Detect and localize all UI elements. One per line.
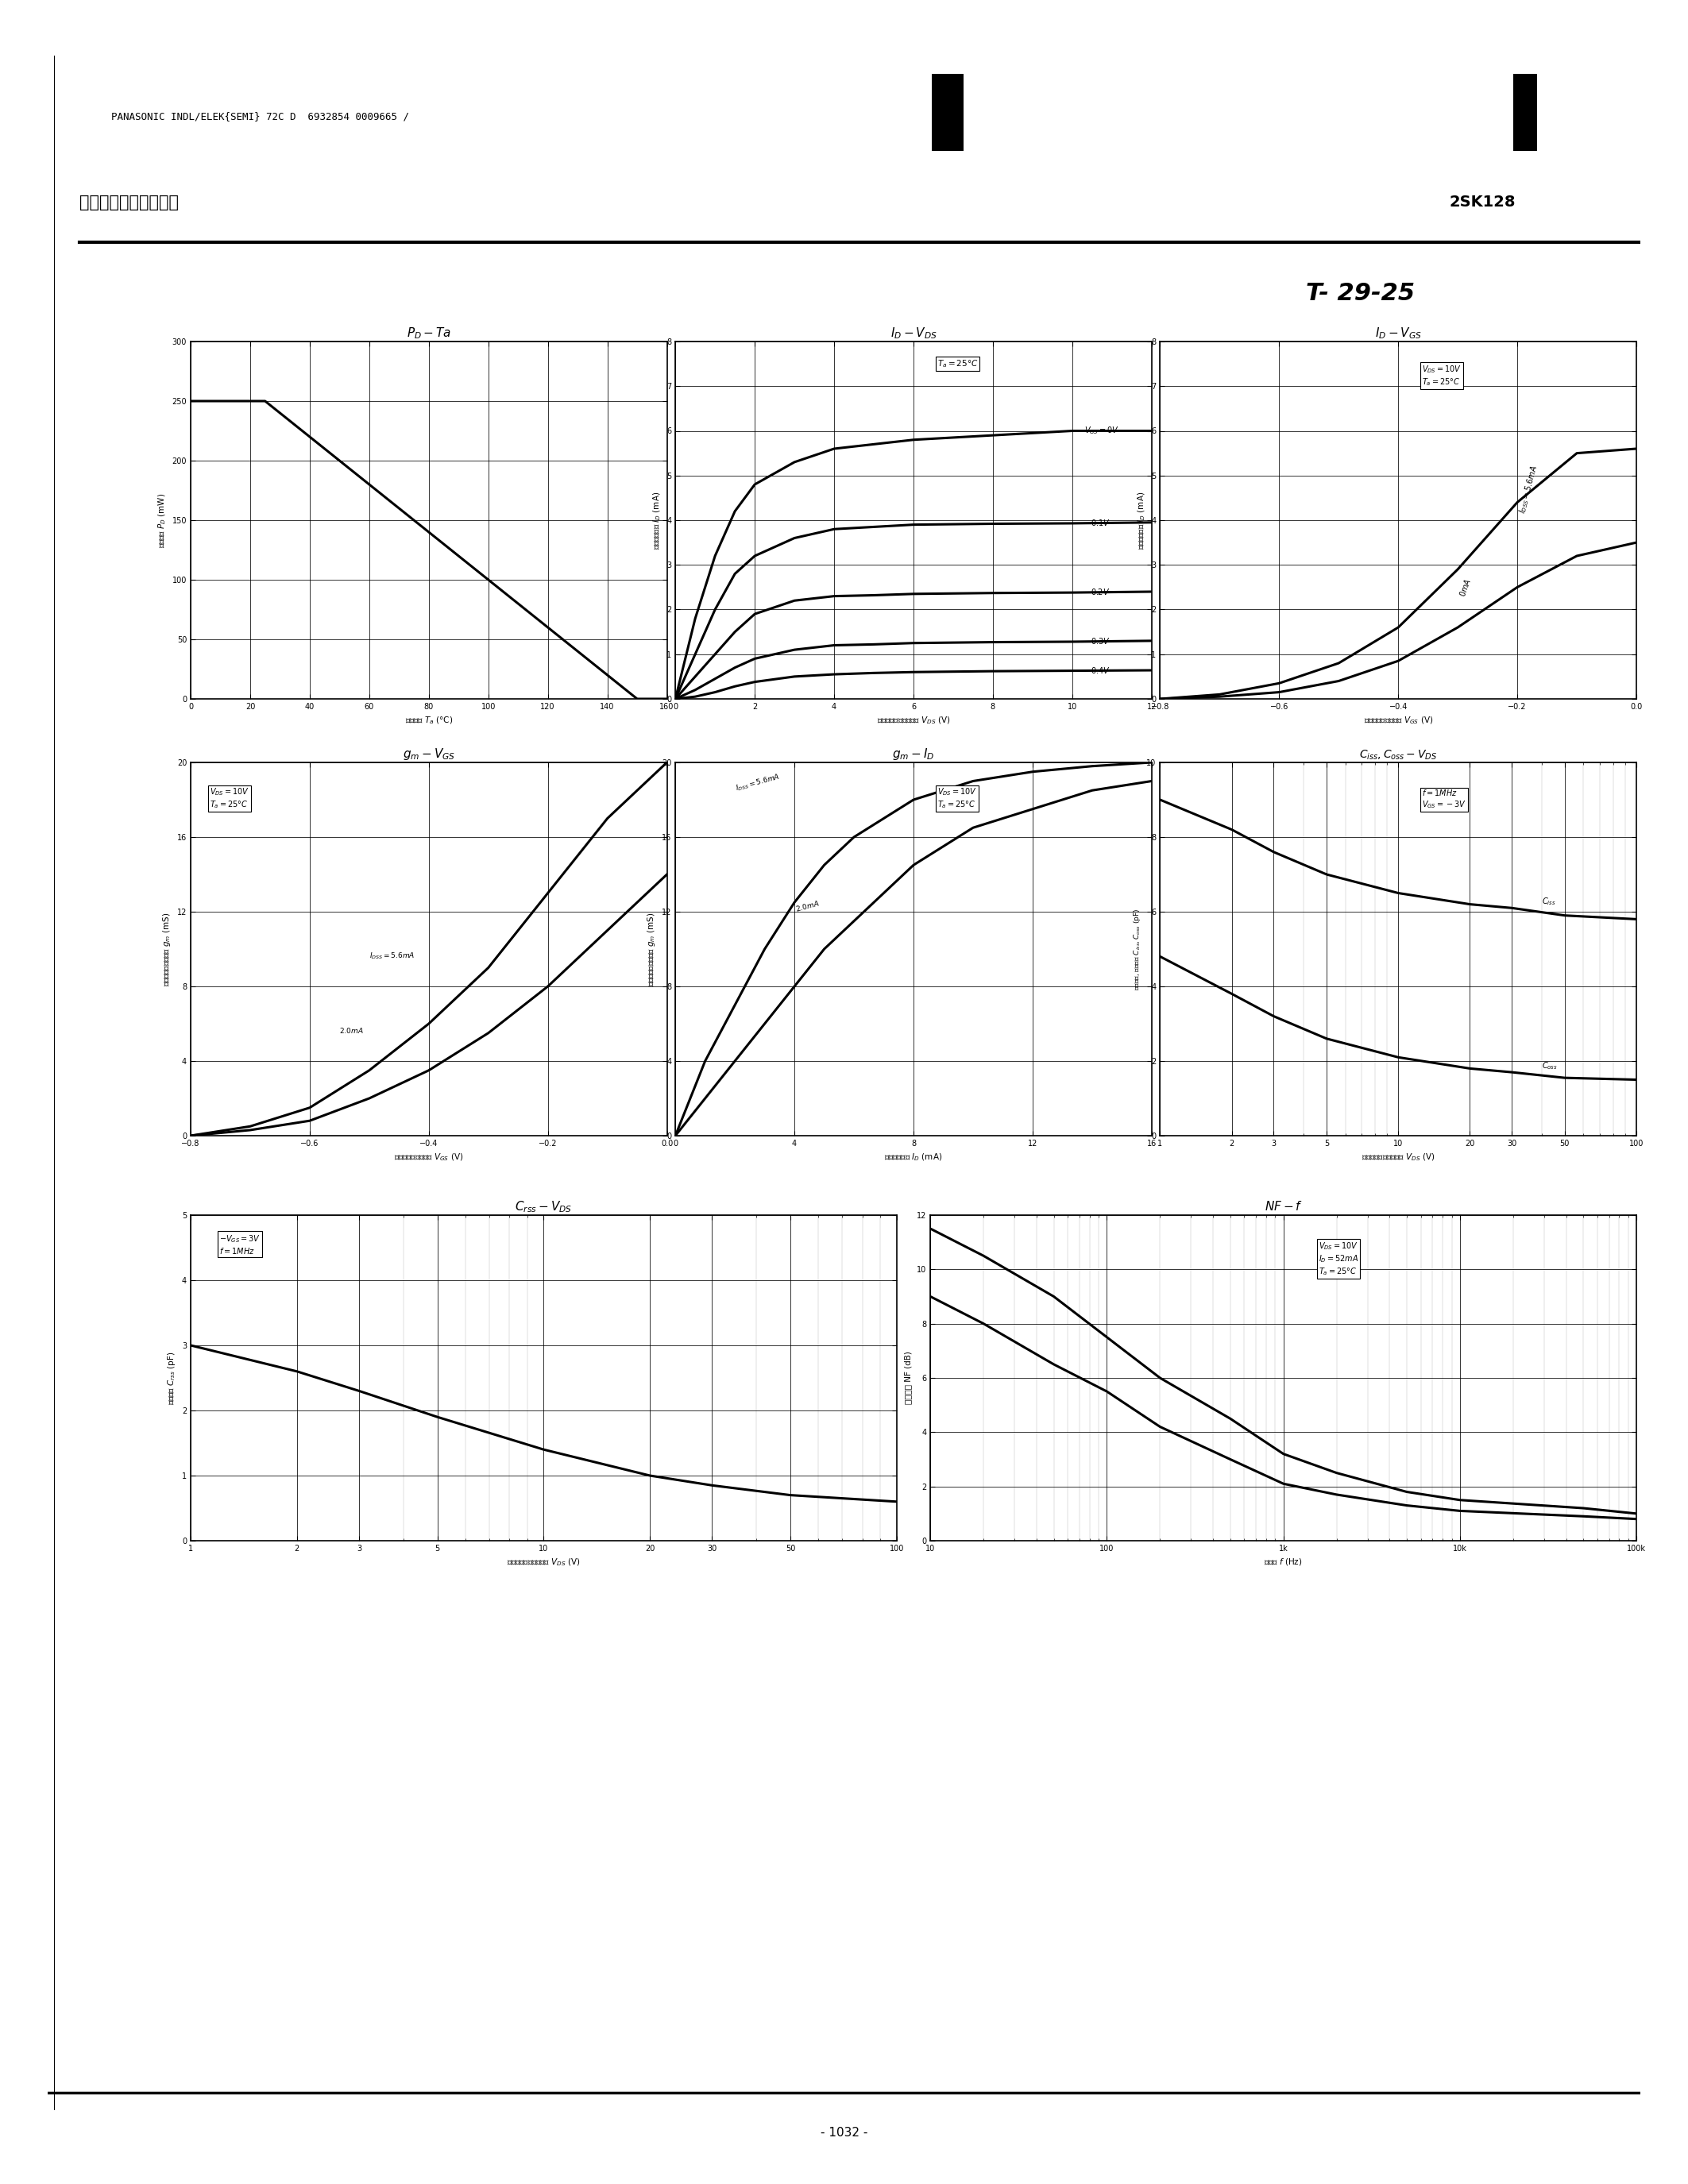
Y-axis label: 相互コンダクタンス $g_m$ (mS): 相互コンダクタンス $g_m$ (mS) — [162, 913, 172, 987]
Text: $f=1MHz$
$V_{GS}=-3V$: $f=1MHz$ $V_{GS}=-3V$ — [1421, 788, 1467, 810]
Y-axis label: 許容損失 $P_D$ (mW): 許容損失 $P_D$ (mW) — [157, 494, 167, 548]
Title: $g_m - I_D$: $g_m - I_D$ — [893, 747, 935, 762]
Text: $I_{DSS}=5.6mA$: $I_{DSS}=5.6mA$ — [370, 952, 415, 961]
Text: $I_{DSS}=5.6mA$: $I_{DSS}=5.6mA$ — [1518, 463, 1541, 513]
Y-axis label: 雑音指数 NF (dB): 雑音指数 NF (dB) — [905, 1352, 912, 1404]
Text: T- 29-25: T- 29-25 — [1307, 282, 1415, 306]
Y-axis label: ドレイン電流 $I_D$ (mA): ドレイン電流 $I_D$ (mA) — [652, 491, 662, 550]
Text: $2.0mA$: $2.0mA$ — [795, 898, 820, 913]
Text: $-0.4V$: $-0.4V$ — [1084, 666, 1111, 675]
Text: $V_{DS}=10V$
$I_D=52mA$
$T_a=25°C$: $V_{DS}=10V$ $I_D=52mA$ $T_a=25°C$ — [1318, 1241, 1359, 1278]
X-axis label: ドレイン・ソース電圧 $V_{DS}$ (V): ドレイン・ソース電圧 $V_{DS}$ (V) — [506, 1557, 581, 1568]
Text: $V_{DS}=10V$
$T_a=25°C$: $V_{DS}=10V$ $T_a=25°C$ — [1421, 365, 1462, 387]
X-axis label: ドレイン電流 $I_D$ (mA): ドレイン電流 $I_D$ (mA) — [885, 1151, 942, 1162]
X-axis label: ドレイン・ソース電圧 $V_{DS}$ (V): ドレイン・ソース電圧 $V_{DS}$ (V) — [1362, 1151, 1435, 1162]
Text: $V_{DS}=10V$
$T_a=25°C$: $V_{DS}=10V$ $T_a=25°C$ — [937, 786, 977, 810]
Text: $-0.2V$: $-0.2V$ — [1084, 587, 1111, 596]
Text: $C_{iss}$: $C_{iss}$ — [1541, 895, 1556, 906]
Bar — [932, 74, 964, 151]
X-axis label: 周囲温度 $T_a$ (°C): 周囲温度 $T_a$ (°C) — [405, 714, 452, 725]
Text: $0mA$: $0mA$ — [1458, 577, 1474, 598]
Text: $-0.1V$: $-0.1V$ — [1084, 518, 1111, 526]
Bar — [1512, 74, 1536, 151]
Text: $V_{GS}=0V$: $V_{GS}=0V$ — [1084, 426, 1119, 437]
Title: $C_{rss} - V_{DS}$: $C_{rss} - V_{DS}$ — [515, 1199, 572, 1214]
Y-axis label: 相互コンダクタンス $g_m$ (mS): 相互コンダクタンス $g_m$ (mS) — [647, 913, 657, 987]
Text: PANASONIC INDL/ELEK{SEMI} 72C D  6932854 0009665 /: PANASONIC INDL/ELEK{SEMI} 72C D 6932854 … — [111, 111, 408, 122]
Text: $T_a=25°C$: $T_a=25°C$ — [937, 358, 977, 369]
Title: $g_m - V_{GS}$: $g_m - V_{GS}$ — [402, 747, 456, 762]
Text: $I_{DSS}=5.6mA$: $I_{DSS}=5.6mA$ — [734, 771, 782, 793]
Text: $-0.3V$: $-0.3V$ — [1084, 636, 1111, 646]
Title: $NF - f$: $NF - f$ — [1264, 1201, 1303, 1212]
Y-axis label: 入力容量, 出力容量 $C_{iss}, C_{oss}$ (pF): 入力容量, 出力容量 $C_{iss}, C_{oss}$ (pF) — [1131, 909, 1143, 989]
Text: 電界効果トランジスタ: 電界効果トランジスタ — [79, 194, 179, 210]
Title: $I_D - V_{DS}$: $I_D - V_{DS}$ — [890, 325, 937, 341]
X-axis label: 周波数 $f$ (Hz): 周波数 $f$ (Hz) — [1264, 1557, 1303, 1568]
Text: $V_{DS}=10V$
$T_a=25°C$: $V_{DS}=10V$ $T_a=25°C$ — [209, 786, 250, 810]
Title: $C_{iss}, C_{oss} - V_{DS}$: $C_{iss}, C_{oss} - V_{DS}$ — [1359, 749, 1436, 762]
X-axis label: ゲート・ソース電圧 $V_{GS}$ (V): ゲート・ソース電圧 $V_{GS}$ (V) — [393, 1151, 464, 1162]
X-axis label: ゲート・ソース電圧 $V_{GS}$ (V): ゲート・ソース電圧 $V_{GS}$ (V) — [1364, 714, 1433, 725]
Text: $2.0mA$: $2.0mA$ — [339, 1026, 365, 1035]
Y-axis label: 帰還容量 $C_{rss}$ (pF): 帰還容量 $C_{rss}$ (pF) — [167, 1352, 177, 1404]
Y-axis label: ドレイン電流 $I_D$ (mA): ドレイン電流 $I_D$ (mA) — [1136, 491, 1146, 550]
X-axis label: ドレイン・ソース電圧 $V_{DS}$ (V): ドレイン・ソース電圧 $V_{DS}$ (V) — [876, 714, 950, 725]
Text: 2SK128: 2SK128 — [1450, 194, 1516, 210]
Text: $-V_{GS}=3V$
$f=1MHz$: $-V_{GS}=3V$ $f=1MHz$ — [219, 1234, 260, 1256]
Title: $I_D - V_{GS}$: $I_D - V_{GS}$ — [1374, 325, 1421, 341]
Text: $C_{oss}$: $C_{oss}$ — [1541, 1061, 1558, 1072]
Text: - 1032 -: - 1032 - — [820, 2127, 868, 2138]
Title: $P_D - Ta$: $P_D - Ta$ — [407, 325, 451, 341]
